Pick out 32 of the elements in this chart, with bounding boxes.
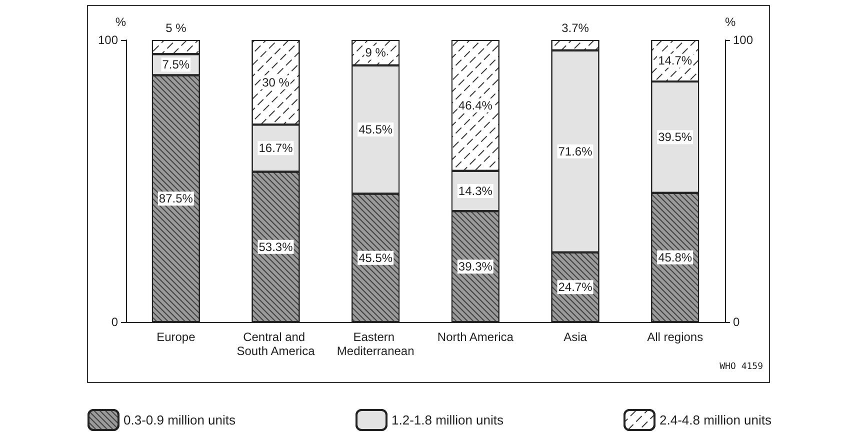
- data-label: 5 %: [166, 21, 187, 35]
- legend-label: 1.2-1.8 million units: [392, 412, 504, 428]
- x-tick-label: All regions: [647, 330, 704, 344]
- x-tick-label: Europe: [156, 330, 196, 344]
- x-tick-label: Eastern Mediterranean: [336, 330, 414, 358]
- x-tick-label: North America: [437, 330, 514, 344]
- y2-tick-label: 100: [733, 33, 754, 47]
- legend-label: 0.3-0.9 million units: [124, 412, 236, 428]
- data-label: 7.5%: [162, 58, 190, 72]
- data-label: 3.7%: [562, 21, 590, 35]
- x-tick-label: Asia: [564, 330, 588, 344]
- data-label: 46.4%: [458, 98, 493, 112]
- data-label: 45.8%: [658, 250, 692, 264]
- data-label: 16.7%: [258, 141, 294, 156]
- data-label: 24.7%: [558, 280, 593, 294]
- data-label: 14.3%: [458, 184, 493, 198]
- data-label: 45.5%: [358, 250, 393, 265]
- data-label: 30 %: [262, 75, 290, 90]
- y2-axis-title: %: [725, 15, 736, 29]
- data-label: 87.5%: [158, 192, 194, 206]
- y2-tick-label: 0: [733, 315, 740, 329]
- data-label: 71.6%: [558, 144, 593, 158]
- data-label: 53.3%: [258, 240, 294, 254]
- text: WHO 4159: [720, 362, 763, 372]
- legend-label: 2.4-4.8 million units: [660, 412, 772, 428]
- data-label: 45.5%: [358, 122, 393, 137]
- data-label: 39.3%: [458, 260, 493, 274]
- data-label: 39.5%: [658, 130, 692, 144]
- data-label: 14.7%: [658, 54, 692, 68]
- y-axis-title: %: [115, 15, 126, 29]
- x-tick-label: Central and South America: [236, 330, 316, 358]
- data-label: 9 %: [365, 46, 386, 60]
